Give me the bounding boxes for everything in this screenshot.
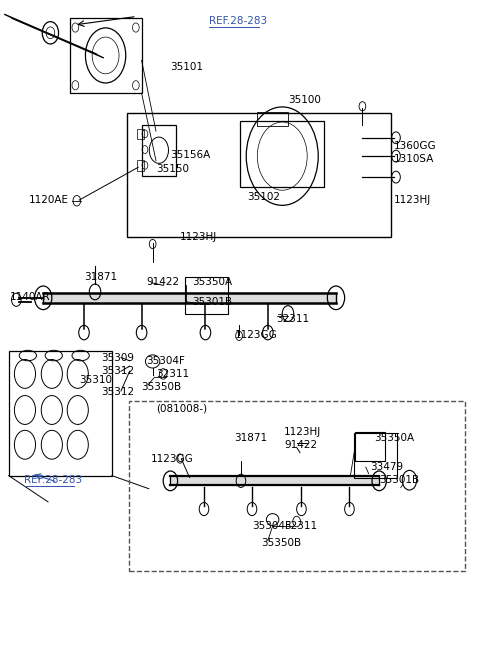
Text: REF.28-283: REF.28-283	[24, 475, 82, 485]
Text: 91422: 91422	[284, 440, 317, 450]
Bar	[9, 351, 112, 476]
Text: 35301B: 35301B	[192, 297, 232, 307]
Bar	[127, 113, 391, 237]
Text: 35312: 35312	[101, 386, 134, 397]
Text: 35350A: 35350A	[374, 433, 415, 443]
Text: 32311: 32311	[284, 521, 317, 531]
Text: 1360GG: 1360GG	[394, 140, 436, 151]
Text: 35150: 35150	[156, 163, 189, 174]
Text: 35312: 35312	[101, 365, 134, 376]
Text: 1123GG: 1123GG	[235, 329, 278, 340]
Text: 35304F: 35304F	[146, 356, 185, 366]
Text: 1310SA: 1310SA	[394, 154, 434, 164]
Bar	[142, 125, 176, 176]
Bar	[185, 277, 228, 314]
Text: 35350B: 35350B	[262, 537, 302, 548]
Text: 35350B: 35350B	[142, 382, 182, 392]
Bar	[70, 18, 142, 93]
Bar	[129, 401, 465, 571]
Text: 35100: 35100	[288, 94, 321, 105]
Text: 1123GG: 1123GG	[151, 454, 194, 464]
Text: 1140AR: 1140AR	[10, 291, 50, 302]
Text: 35350A: 35350A	[192, 277, 232, 287]
Text: 32311: 32311	[156, 369, 189, 379]
Text: (081008-): (081008-)	[156, 403, 207, 413]
Text: 31871: 31871	[234, 433, 267, 443]
Bar	[137, 129, 144, 139]
Text: 35309: 35309	[101, 352, 134, 363]
Text: 1123HJ: 1123HJ	[180, 232, 217, 243]
Text: 33479: 33479	[371, 462, 404, 472]
Bar	[355, 432, 385, 461]
Text: 35304F: 35304F	[252, 521, 291, 531]
Text: 1120AE: 1120AE	[29, 195, 69, 205]
Text: 35156A: 35156A	[170, 150, 211, 161]
Text: 32311: 32311	[276, 314, 309, 325]
Text: REF.28-283: REF.28-283	[209, 16, 267, 26]
Text: 35301B: 35301B	[379, 475, 420, 485]
Text: 1123HJ: 1123HJ	[284, 426, 322, 437]
Bar	[137, 160, 144, 171]
Bar	[240, 121, 324, 187]
Text: 35101: 35101	[170, 62, 204, 72]
Text: 31871: 31871	[84, 272, 117, 282]
Bar	[257, 112, 288, 126]
Text: 35310: 35310	[79, 375, 112, 386]
Text: 35102: 35102	[247, 192, 280, 202]
Text: 1123HJ: 1123HJ	[394, 195, 431, 205]
Text: 91422: 91422	[146, 277, 180, 287]
Bar	[354, 433, 397, 478]
